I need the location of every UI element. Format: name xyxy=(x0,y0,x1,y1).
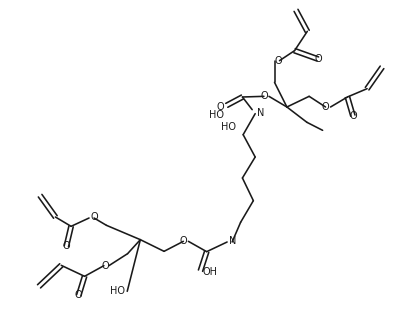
Text: O: O xyxy=(349,111,357,121)
Text: O: O xyxy=(101,261,109,271)
Text: O: O xyxy=(322,102,329,112)
Text: HO: HO xyxy=(209,110,224,120)
Text: HO: HO xyxy=(110,286,125,296)
Text: O: O xyxy=(314,54,322,64)
Text: O: O xyxy=(275,56,282,66)
Text: OH: OH xyxy=(203,267,217,277)
Text: O: O xyxy=(260,91,268,101)
Text: O: O xyxy=(216,102,224,112)
Text: N: N xyxy=(257,108,265,118)
Text: O: O xyxy=(90,212,98,222)
Text: N: N xyxy=(229,236,237,246)
Text: HO: HO xyxy=(221,122,236,132)
Text: O: O xyxy=(63,241,70,251)
Text: O: O xyxy=(180,236,187,246)
Text: O: O xyxy=(75,290,83,300)
